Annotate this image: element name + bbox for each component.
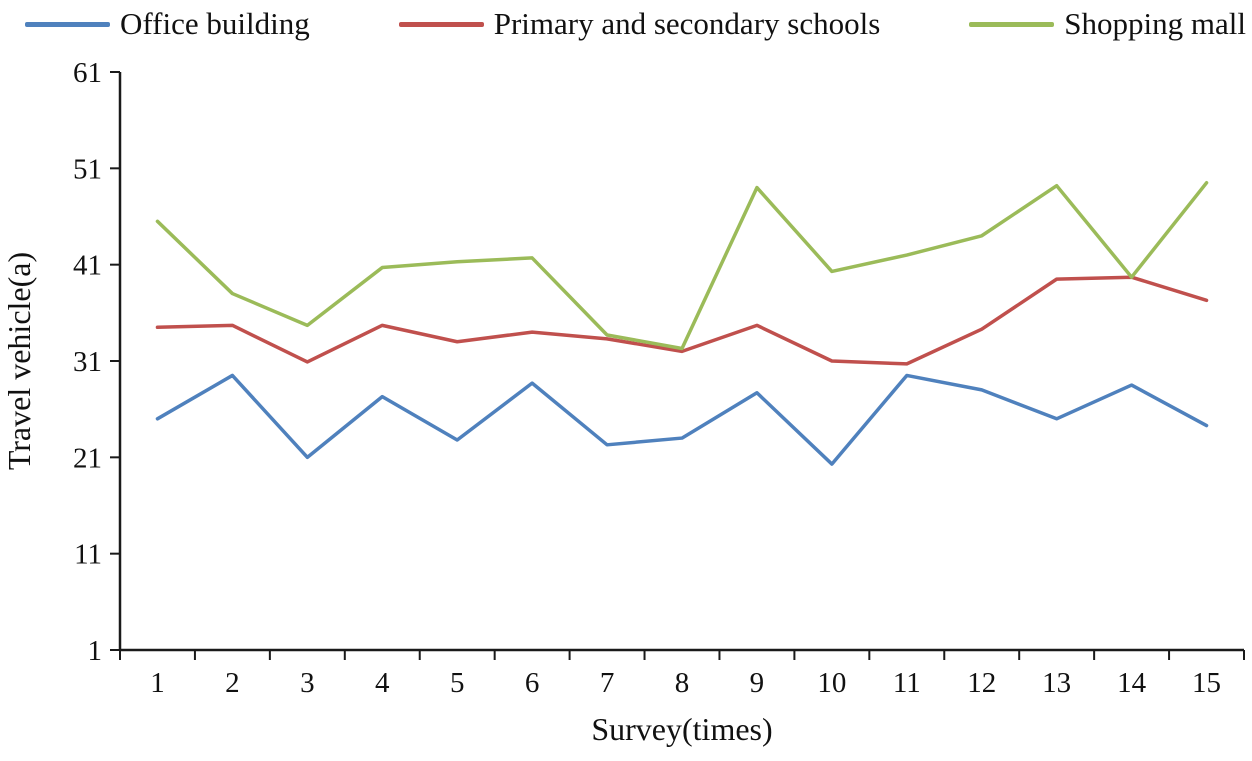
legend: Office building Primary and secondary sch… [25,6,1246,42]
legend-line-swatch [969,21,1055,27]
x-tick-label: 7 [600,667,615,699]
legend-item: Office building [25,6,310,42]
y-tick-label: 41 [73,250,102,282]
legend-item: Primary and secondary schools [398,6,881,42]
x-tick-label: 14 [1117,667,1147,699]
x-axis-title: Survey(times) [591,711,772,747]
y-tick-label: 51 [73,153,102,185]
x-tick-label: 6 [525,667,540,699]
legend-label: Office building [120,6,310,41]
x-tick-label: 5 [450,667,465,699]
y-tick-label: 31 [73,346,102,378]
x-tick-label: 9 [750,667,765,699]
y-tick-label: 61 [73,57,102,89]
line-office-building [155,373,1209,466]
legend-label: Primary and secondary schools [493,6,881,41]
y-tick-label: 21 [73,442,102,474]
x-tick-label: 4 [375,667,390,699]
x-tick-label: 3 [300,667,315,699]
line-shopping-mall [155,181,1209,351]
x-tick-label: 8 [675,667,690,699]
legend-line-swatch [25,21,110,27]
x-tick-label: 2 [225,667,240,699]
x-tick-label: 1 [150,667,165,699]
x-tick-label: 11 [893,667,921,699]
y-tick-label: 11 [74,539,102,571]
series-lines [155,181,1209,466]
x-tick-label: 10 [817,667,846,699]
x-tick-label: 12 [967,667,996,699]
legend-item: Shopping mall [969,6,1246,42]
y-tick-label: 1 [88,635,103,667]
legend-line-swatch [398,21,484,27]
legend-label: Shopping mall [1064,6,1246,41]
line-primary-and-secondary-schools [155,275,1209,366]
x-tick-label: 15 [1192,667,1221,699]
y-axis-title: Travel vehicle(a) [1,252,37,470]
x-tick-label: 13 [1042,667,1071,699]
